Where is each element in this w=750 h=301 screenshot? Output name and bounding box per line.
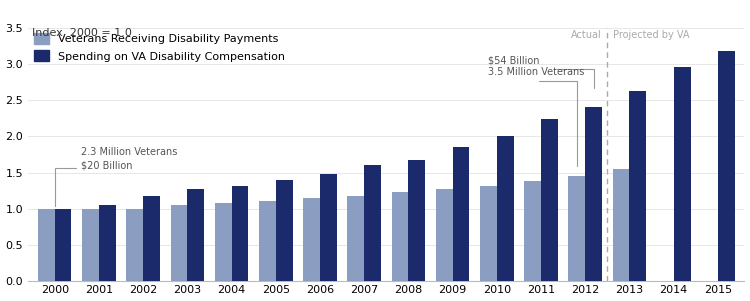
Bar (347, 196, 364, 281)
Bar (453, 147, 470, 281)
Bar (303, 198, 320, 281)
Bar (613, 169, 629, 281)
Bar (214, 203, 232, 281)
Bar (409, 160, 425, 281)
Text: Actual: Actual (572, 30, 602, 40)
Bar (392, 192, 409, 281)
Bar (364, 165, 381, 281)
Bar (585, 107, 602, 281)
Bar (143, 197, 160, 281)
Legend: Veterans Receiving Disability Payments, Spending on VA Disability Compensation: Veterans Receiving Disability Payments, … (34, 33, 285, 61)
Bar (99, 205, 116, 281)
Bar (170, 205, 188, 281)
Text: 2.3 Million Veterans: 2.3 Million Veterans (81, 147, 178, 157)
Bar (126, 209, 143, 281)
Bar (568, 176, 585, 281)
Text: Index, 2000 = 1.0: Index, 2000 = 1.0 (32, 28, 131, 38)
Bar (629, 91, 646, 281)
Bar (232, 186, 248, 281)
Bar (259, 201, 276, 281)
Bar (541, 119, 558, 281)
Bar (55, 209, 71, 281)
Bar (320, 174, 337, 281)
Bar (718, 51, 735, 281)
Text: $54 Billion: $54 Billion (488, 55, 539, 65)
Bar (38, 209, 55, 281)
Text: $20 Billion: $20 Billion (81, 160, 133, 170)
Bar (674, 67, 691, 281)
Bar (480, 186, 496, 281)
Text: 3.5 Million Veterans: 3.5 Million Veterans (488, 67, 584, 77)
Bar (188, 189, 204, 281)
Text: Projected by VA: Projected by VA (613, 30, 689, 40)
Bar (524, 181, 541, 281)
Bar (496, 136, 514, 281)
Bar (436, 189, 453, 281)
Bar (276, 180, 292, 281)
Bar (82, 209, 99, 281)
